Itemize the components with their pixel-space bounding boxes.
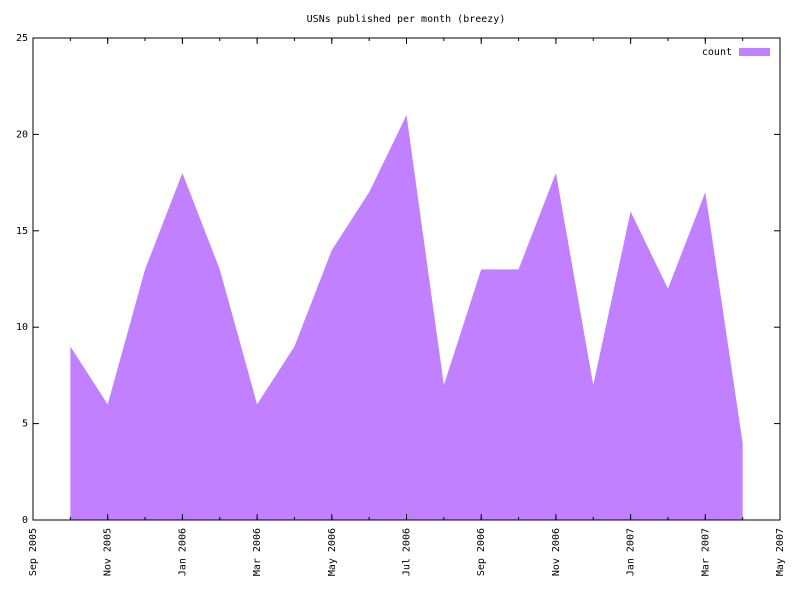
- x-tick-label: Nov 2006: [551, 528, 562, 576]
- legend-swatch: [739, 48, 770, 56]
- y-tick-label: 10: [16, 322, 28, 333]
- y-tick-label: 20: [16, 129, 28, 140]
- x-tick-label: Mar 2006: [252, 528, 263, 576]
- x-tick-label: Mar 2007: [700, 528, 711, 576]
- x-tick-label: Jan 2007: [626, 528, 637, 576]
- x-tick-label: Jul 2006: [402, 528, 413, 576]
- area: [70, 115, 743, 521]
- y-tick-label: 0: [22, 515, 28, 526]
- x-tick-label: Nov 2005: [103, 528, 114, 576]
- y-tick-label: 5: [22, 419, 28, 430]
- y-tick-label: 25: [16, 33, 28, 44]
- x-tick-label: Jan 2006: [177, 528, 188, 576]
- y-tick-label: 15: [16, 226, 28, 237]
- x-tick-label: Sep 2005: [28, 528, 39, 576]
- chart-title: USNs published per month (breezy): [307, 14, 506, 25]
- x-tick-label: Sep 2006: [476, 528, 487, 576]
- x-tick-label: May 2006: [327, 528, 338, 576]
- legend-label: count: [702, 47, 732, 58]
- x-tick-label: May 2007: [775, 528, 786, 576]
